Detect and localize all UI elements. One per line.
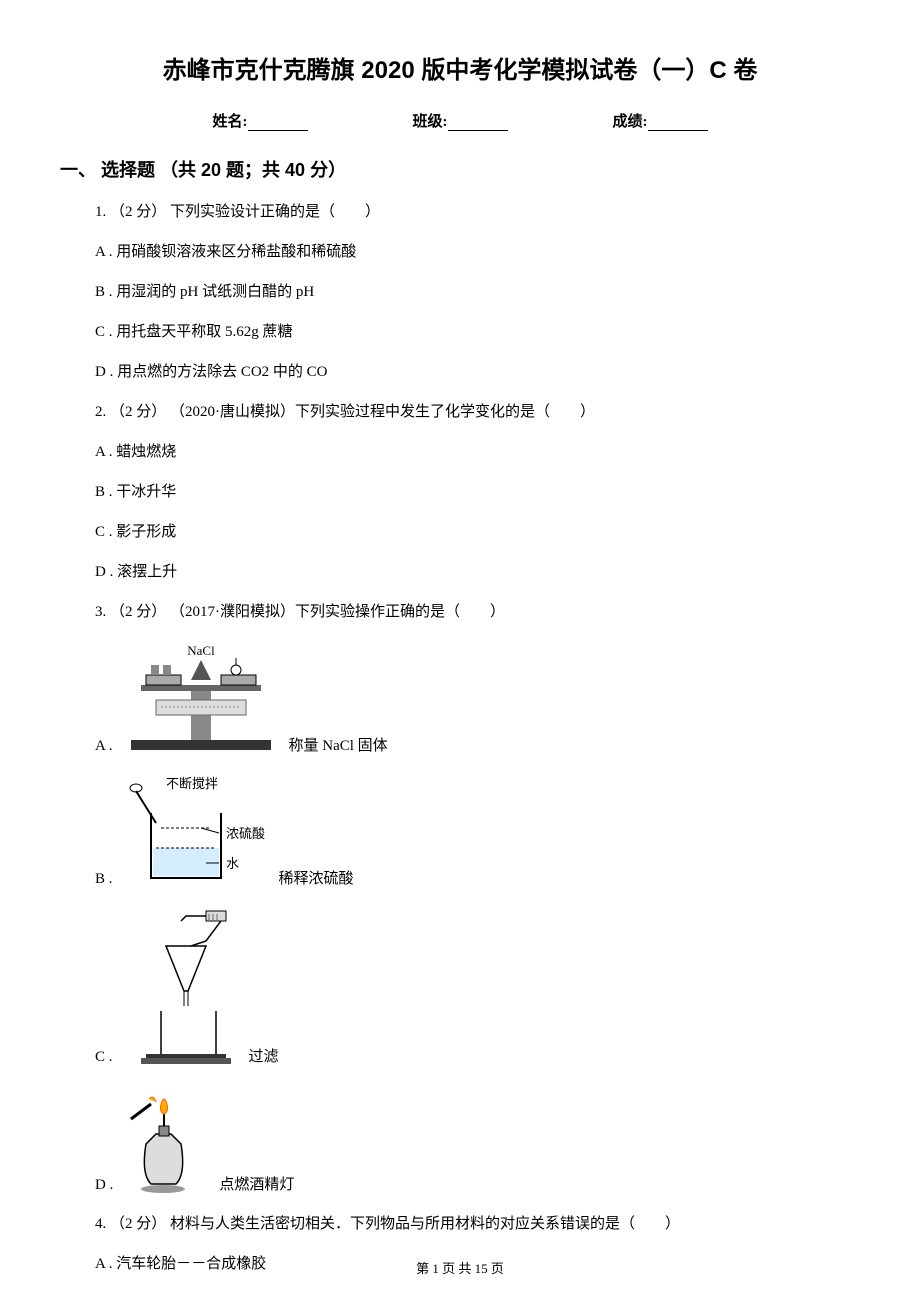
question-text: （2017·濮阳模拟）下列实验操作正确的是（ ） (170, 604, 505, 620)
option-label: B . (95, 284, 113, 300)
page-footer: 第 1 页 共 15 页 (0, 1258, 920, 1277)
question-3: 3. （2 分） （2017·濮阳模拟）下列实验操作正确的是（ ） (95, 600, 860, 624)
q1-option-a: A . 用硝酸钡溶液来区分稀盐酸和稀硫酸 (95, 240, 860, 264)
q1-option-d: D . 用点燃的方法除去 CO2 中的 CO (95, 360, 860, 384)
option-caption: 过滤 (249, 1045, 279, 1066)
option-text: 影子形成 (116, 524, 176, 540)
option-label: D . (95, 364, 113, 380)
svg-text:浓硫酸: 浓硫酸 (226, 826, 265, 841)
option-caption: 点燃酒精灯 (219, 1173, 294, 1194)
score-field: 成绩: (613, 110, 708, 131)
section-number: 一、 (60, 160, 96, 180)
question-number: 3. (95, 604, 106, 620)
q2-option-c: C . 影子形成 (95, 520, 860, 544)
question-text: 下列实验设计正确的是（ ） (170, 204, 380, 220)
option-text: 用点燃的方法除去 CO2 中的 CO (117, 364, 327, 380)
svg-text:水: 水 (226, 856, 239, 871)
svg-text:不断搅拌: 不断搅拌 (166, 776, 218, 791)
option-label: D . (95, 1177, 113, 1194)
q1-option-c: C . 用托盘天平称取 5.62g 蔗糖 (95, 320, 860, 344)
question-2: 2. （2 分） （2020·唐山模拟）下列实验过程中发生了化学变化的是（ ） (95, 400, 860, 424)
question-points: （2 分） (110, 204, 166, 220)
q2-option-a: A . 蜡烛燃烧 (95, 440, 860, 464)
question-points: （2 分） (110, 404, 166, 420)
option-caption: 稀释浓硫酸 (279, 867, 354, 888)
option-text: 用湿润的 pH 试纸测白醋的 pH (116, 284, 314, 300)
section-title: 选择题 （共 20 题；共 40 分） (101, 160, 346, 180)
option-label: C . (95, 1049, 113, 1066)
q3-option-c: C . 过滤 (95, 906, 860, 1066)
class-blank (448, 115, 508, 131)
option-label: D . (95, 564, 113, 580)
q3-option-d: D . 点燃酒精灯 (95, 1084, 860, 1194)
option-text: 滚摆上升 (117, 564, 177, 580)
q2-option-d: D . 滚摆上升 (95, 560, 860, 584)
option-text: 蜡烛燃烧 (116, 444, 176, 460)
question-number: 4. (95, 1216, 106, 1232)
option-label: B . (95, 484, 113, 500)
name-field: 姓名: (213, 110, 308, 131)
option-text: 用托盘天平称取 5.62g 蔗糖 (116, 324, 292, 340)
option-label: A . (95, 244, 113, 260)
name-blank (248, 115, 308, 131)
q1-option-b: B . 用湿润的 pH 试纸测白醋的 pH (95, 280, 860, 304)
option-label: A . (95, 738, 113, 755)
section-header: 一、 选择题 （共 20 题；共 40 分） (60, 156, 860, 182)
svg-text:NaCl: NaCl (187, 643, 215, 658)
header-info: 姓名: 班级: 成绩: (60, 110, 860, 131)
question-number: 2. (95, 404, 106, 420)
filtration-diagram (121, 906, 241, 1066)
option-label: B . (95, 871, 113, 888)
q2-option-b: B . 干冰升华 (95, 480, 860, 504)
question-text: （2020·唐山模拟）下列实验过程中发生了化学变化的是（ ） (170, 404, 595, 420)
exam-title: 赤峰市克什克腾旗 2020 版中考化学模拟试卷（一）C 卷 (60, 50, 860, 85)
question-points: （2 分） (110, 604, 166, 620)
question-4: 4. （2 分） 材料与人类生活密切相关．下列物品与所用材料的对应关系错误的是（… (95, 1212, 860, 1236)
q3-option-a: A . NaCl 称量 NaCl 固体 (95, 640, 860, 755)
class-label: 班级: (413, 114, 448, 130)
question-1: 1. （2 分） 下列实验设计正确的是（ ） (95, 200, 860, 224)
option-text: 用硝酸钡溶液来区分稀盐酸和稀硫酸 (116, 244, 356, 260)
alcohol-lamp-diagram (121, 1084, 211, 1194)
question-points: （2 分） (110, 1216, 166, 1232)
option-label: C . (95, 524, 113, 540)
option-caption: 称量 NaCl 固体 (289, 734, 388, 755)
balance-scale-diagram: NaCl (121, 640, 281, 755)
option-label: A . (95, 444, 113, 460)
score-blank (648, 115, 708, 131)
dilution-diagram: 不断搅拌 浓硫酸 水 (121, 773, 271, 888)
question-number: 1. (95, 204, 106, 220)
score-label: 成绩: (613, 114, 648, 130)
question-text: 材料与人类生活密切相关．下列物品与所用材料的对应关系错误的是（ ） (170, 1216, 680, 1232)
class-field: 班级: (413, 110, 508, 131)
option-text: 干冰升华 (116, 484, 176, 500)
name-label: 姓名: (213, 114, 248, 130)
option-label: C . (95, 324, 113, 340)
q3-option-b: B . 不断搅拌 浓硫酸 水 稀释浓硫酸 (95, 773, 860, 888)
